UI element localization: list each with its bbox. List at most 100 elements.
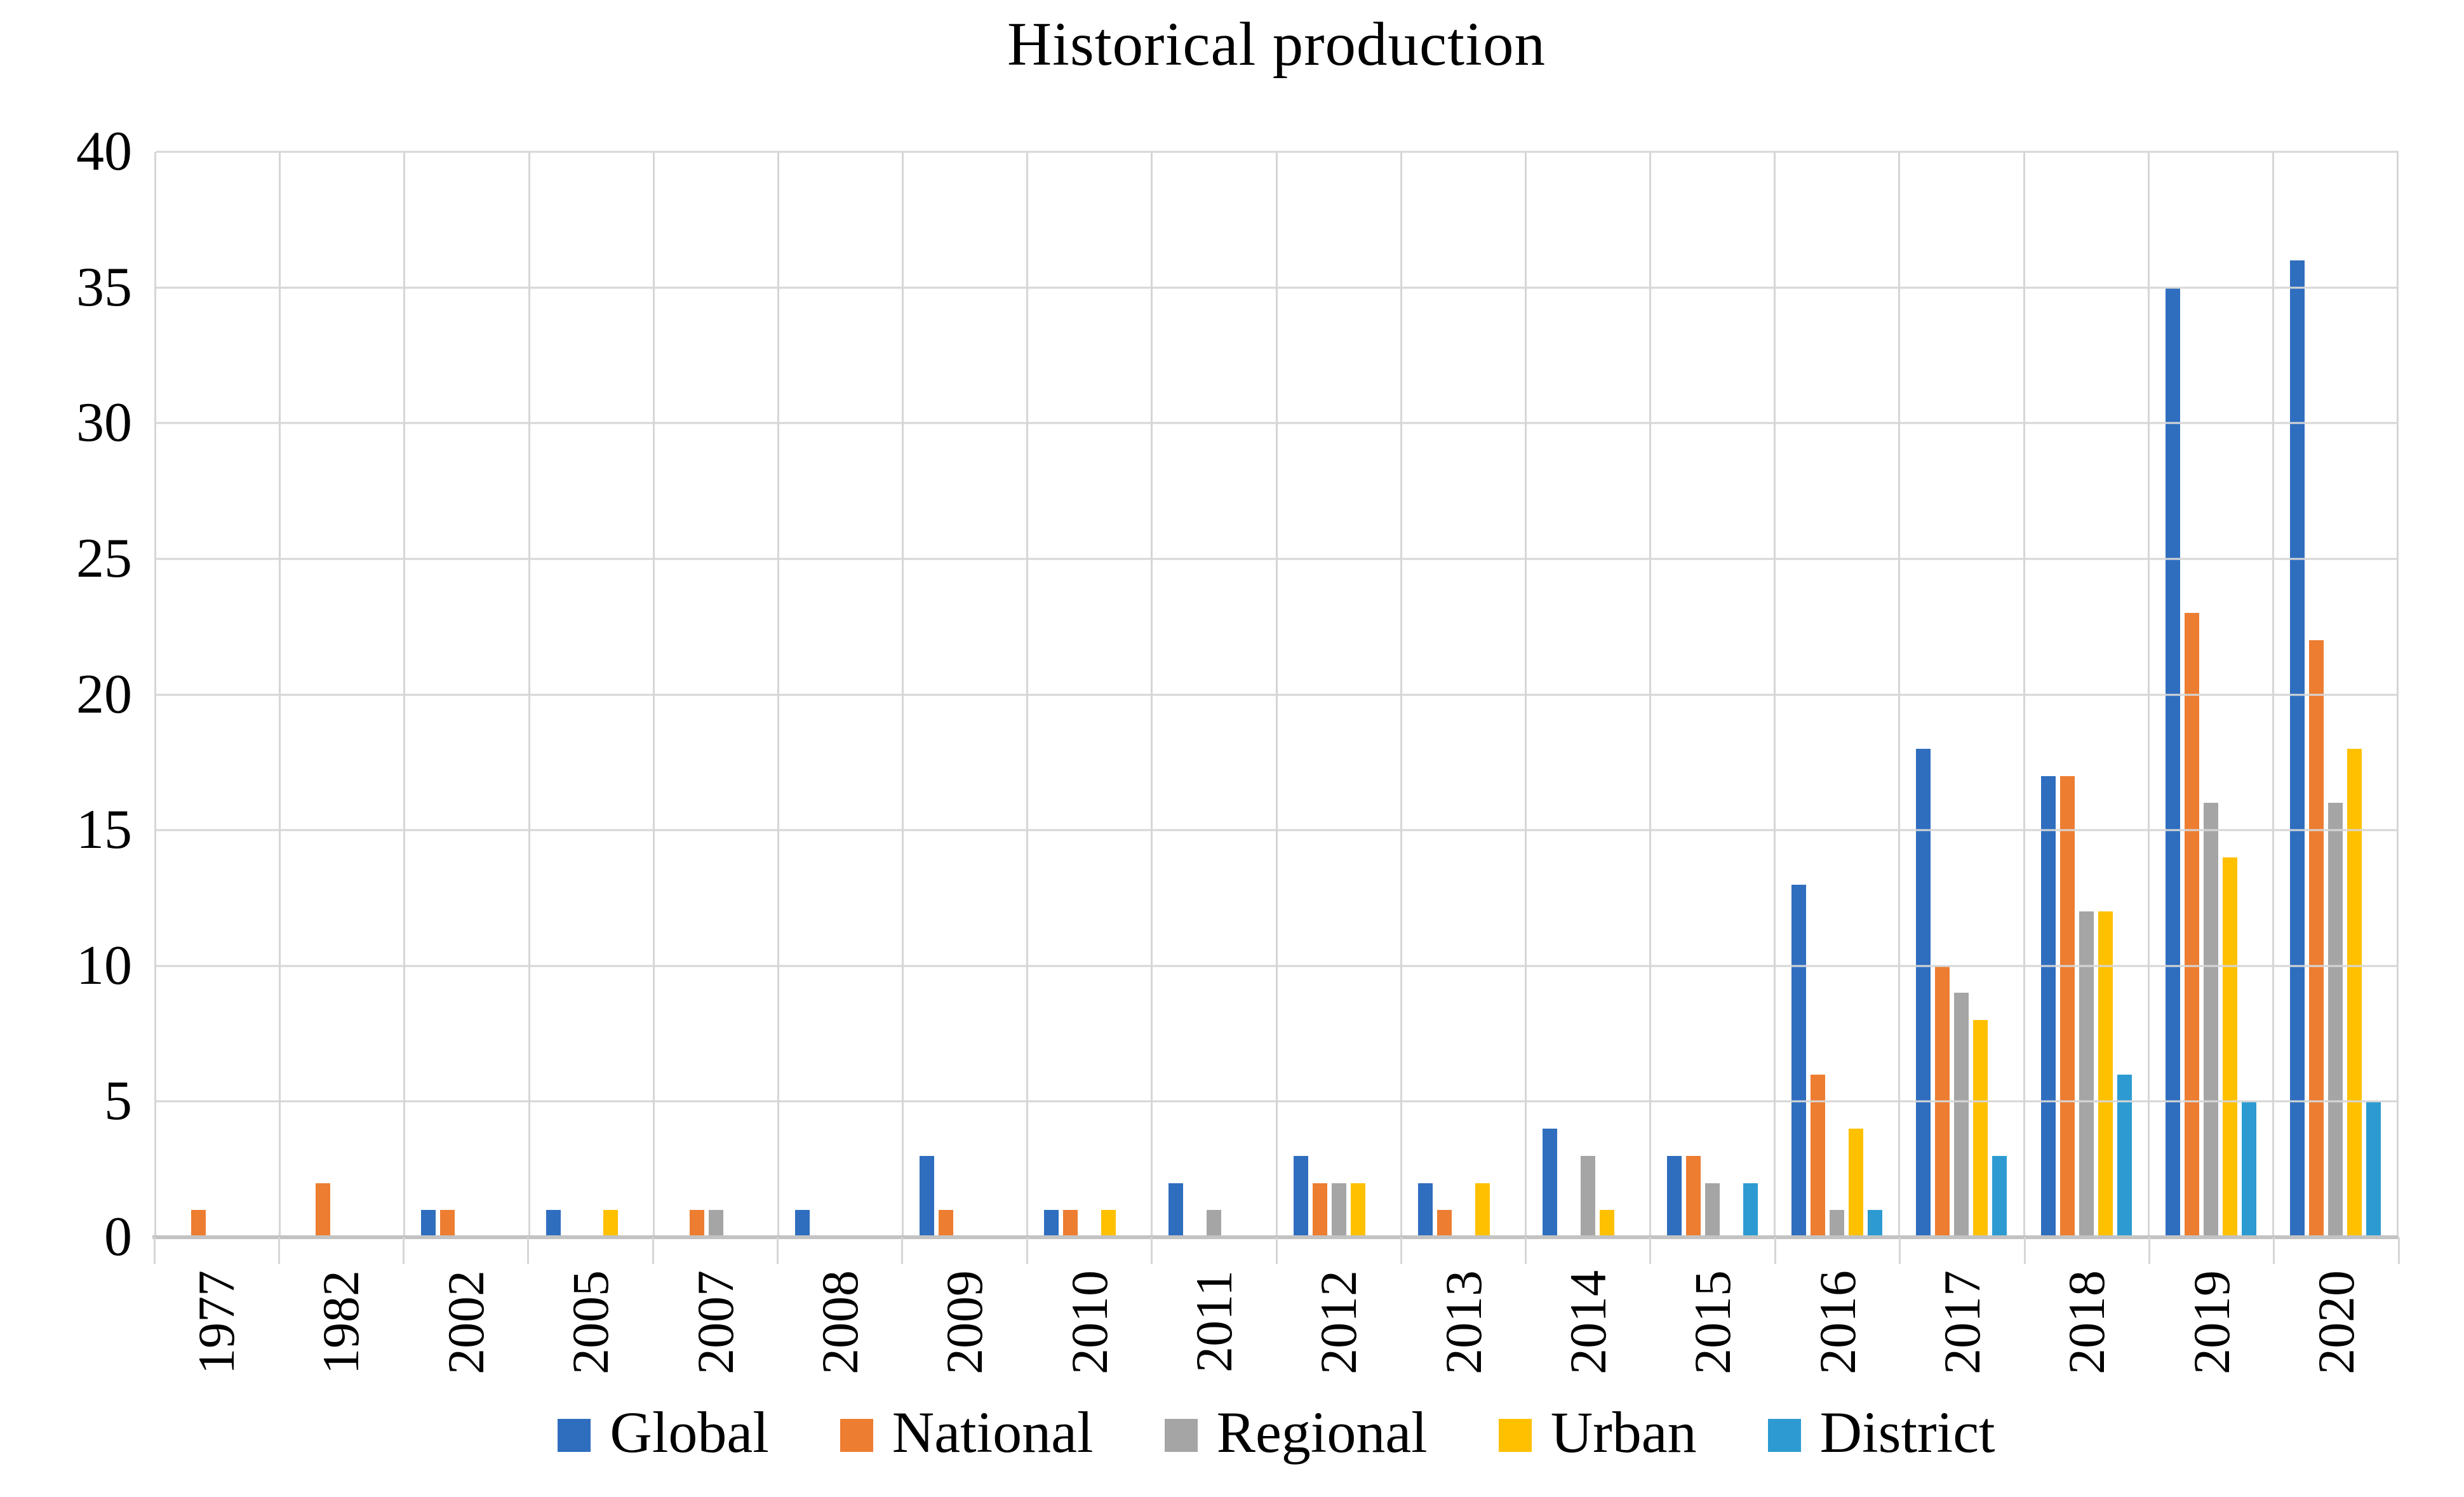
bar-2018-urban xyxy=(2098,911,2113,1237)
x-label-slot: 2011 xyxy=(1184,1270,1243,1376)
x-tick-label-2008: 2008 xyxy=(810,1270,869,1374)
x-label-slot: 2007 xyxy=(686,1270,744,1378)
x-tick-label-2010: 2010 xyxy=(1060,1270,1118,1374)
legend-label-national: National xyxy=(892,1400,1094,1465)
x-tick-label-2020: 2020 xyxy=(2307,1270,2365,1374)
bar-2010-urban xyxy=(1101,1210,1116,1237)
legend-item-global: Global xyxy=(558,1400,769,1465)
h-gridline xyxy=(156,694,2399,695)
x-axis-tick xyxy=(1275,1237,1278,1264)
bar-2020-global xyxy=(2290,260,2305,1237)
bar-2005-global xyxy=(546,1210,561,1237)
bar-2019-regional xyxy=(2203,803,2218,1237)
x-label-slot: 2017 xyxy=(1933,1270,1991,1378)
legend-swatch-regional xyxy=(1164,1418,1198,1452)
bar-2016-regional xyxy=(1830,1210,1845,1237)
bar-2013-global xyxy=(1417,1183,1433,1237)
y-tick-label: 20 xyxy=(76,663,132,725)
y-axis: 0 5 10 15 20 25 30 35 40 xyxy=(0,124,132,1265)
bar-2017-urban xyxy=(1973,1020,1988,1237)
y-tick-label: 40 xyxy=(76,121,132,182)
x-axis-tick xyxy=(652,1237,654,1264)
bar-2019-district xyxy=(2241,1101,2256,1237)
year-group-2020 xyxy=(2274,152,2399,1237)
x-label-slot: 2019 xyxy=(2183,1270,2240,1378)
bar-2020-urban xyxy=(2347,748,2362,1237)
bar-2011-regional xyxy=(1207,1210,1222,1237)
bar-2012-national xyxy=(1312,1183,1327,1237)
bar-2009-global xyxy=(920,1155,935,1237)
x-label-slot: 2010 xyxy=(1060,1270,1118,1378)
legend: Global National Regional Urban District xyxy=(154,1400,2399,1465)
bar-2016-urban xyxy=(1849,1129,1864,1237)
bar-2014-urban xyxy=(1599,1210,1614,1237)
legend-swatch-national xyxy=(840,1418,873,1452)
legend-swatch-global xyxy=(558,1418,591,1452)
x-label-slot: 2008 xyxy=(810,1270,869,1378)
bar-2007-national xyxy=(689,1210,704,1237)
legend-item-regional: Regional xyxy=(1164,1400,1428,1465)
legend-label-urban: Urban xyxy=(1550,1400,1697,1465)
x-axis-tick xyxy=(1774,1237,1776,1264)
bar-2015-national xyxy=(1686,1155,1701,1237)
bar-2016-district xyxy=(1868,1210,1883,1237)
x-axis-tick xyxy=(2148,1237,2150,1264)
x-label-slot: 1982 xyxy=(312,1270,370,1378)
x-label-slot: 2013 xyxy=(1434,1270,1492,1378)
x-axis-tick xyxy=(2023,1237,2026,1264)
bar-2009-national xyxy=(939,1210,954,1237)
bar-2017-global xyxy=(1916,748,1931,1237)
bar-2002-global xyxy=(421,1210,436,1237)
x-axis-tick xyxy=(1026,1237,1028,1264)
x-label-slot: 2012 xyxy=(1309,1270,1367,1378)
bar-2016-national xyxy=(1811,1074,1826,1237)
bar-2018-district xyxy=(2117,1074,2132,1237)
bar-2017-regional xyxy=(1954,993,1969,1237)
bar-2020-district xyxy=(2366,1101,2381,1237)
x-tick-label-2011: 2011 xyxy=(1184,1270,1243,1373)
x-tick-label-2016: 2016 xyxy=(1808,1270,1866,1374)
bar-2010-national xyxy=(1063,1210,1078,1237)
bar-2019-national xyxy=(2184,613,2199,1237)
x-axis-ticks xyxy=(153,1237,2400,1264)
bar-2008-global xyxy=(794,1210,810,1237)
y-tick-label: 35 xyxy=(76,256,132,318)
x-axis-tick xyxy=(2273,1237,2275,1264)
legend-label-regional: Regional xyxy=(1216,1400,1428,1465)
bar-2011-global xyxy=(1168,1183,1184,1237)
bar-2005-urban xyxy=(603,1210,618,1237)
bar-2007-regional xyxy=(708,1210,723,1237)
y-tick-label: 25 xyxy=(76,527,132,589)
legend-item-district: District xyxy=(1767,1400,1995,1465)
legend-swatch-district xyxy=(1767,1418,1801,1452)
bar-2015-regional xyxy=(1705,1183,1720,1237)
bar-2016-global xyxy=(1791,884,1807,1237)
bar-1982-national xyxy=(316,1183,331,1237)
x-axis-tick xyxy=(403,1237,405,1264)
x-axis-tick xyxy=(1400,1237,1402,1264)
x-axis-tick xyxy=(278,1237,280,1264)
bar-2020-national xyxy=(2309,640,2324,1237)
y-tick-label: 15 xyxy=(76,799,132,861)
x-tick-label-1982: 1982 xyxy=(312,1270,370,1374)
bar-2013-national xyxy=(1436,1210,1452,1237)
bar-2015-global xyxy=(1667,1155,1682,1237)
x-tick-label-2015: 2015 xyxy=(1684,1270,1742,1374)
bar-2015-district xyxy=(1743,1183,1758,1237)
bar-2018-global xyxy=(2040,775,2056,1237)
x-axis-tick xyxy=(1899,1237,1901,1264)
bar-2018-national xyxy=(2059,775,2075,1237)
bar-2014-global xyxy=(1542,1129,1557,1237)
x-tick-label-2009: 2009 xyxy=(935,1270,994,1374)
x-label-slot: 2016 xyxy=(1808,1270,1866,1378)
plot-area xyxy=(152,151,2399,1239)
h-gridline xyxy=(156,151,2399,153)
bar-2010-global xyxy=(1044,1210,1059,1237)
x-tick-label-2013: 2013 xyxy=(1434,1270,1492,1374)
y-tick-label: 5 xyxy=(104,1070,132,1132)
x-label-slot: 2014 xyxy=(1559,1270,1617,1378)
h-gridline xyxy=(156,1100,2399,1103)
bar-2014-regional xyxy=(1580,1155,1595,1237)
chart-title: Historical production xyxy=(1007,10,1546,78)
